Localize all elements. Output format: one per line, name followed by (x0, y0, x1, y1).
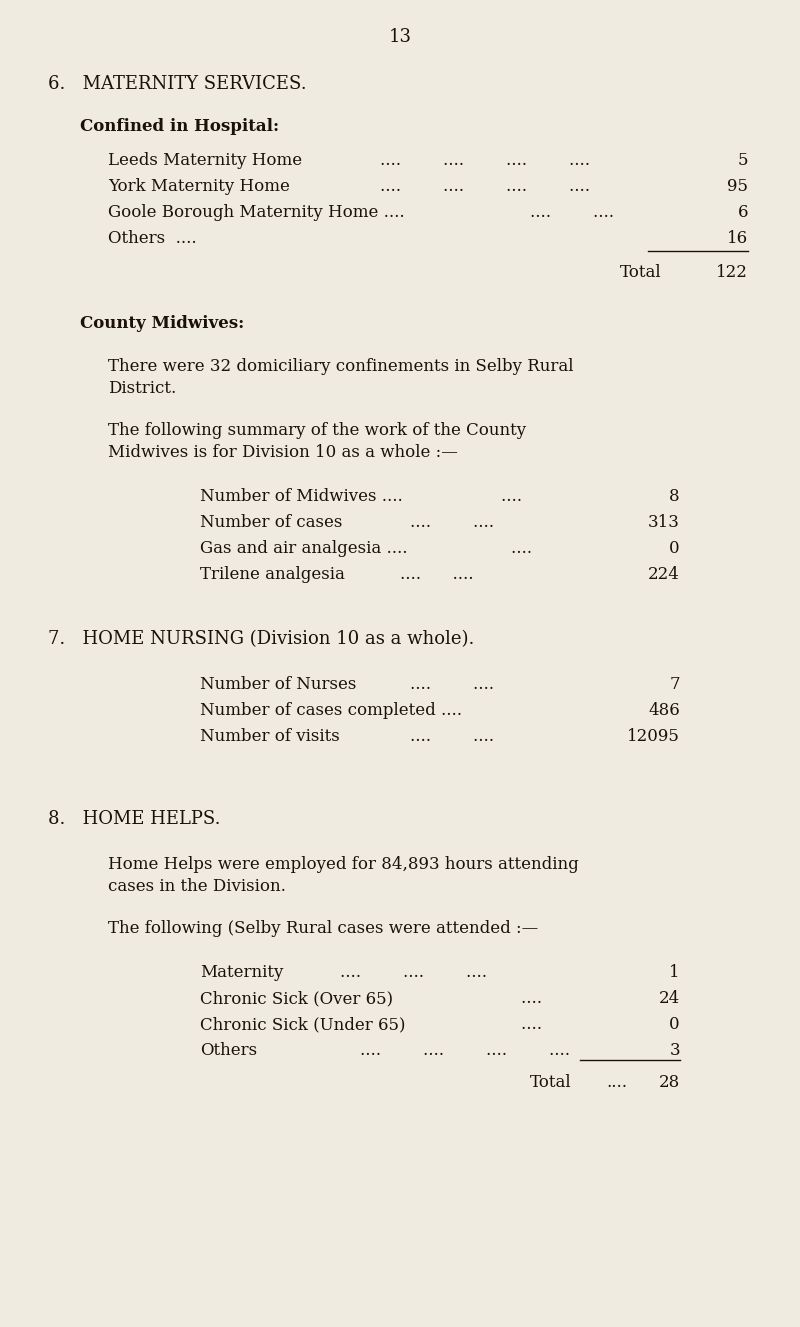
Text: The following summary of the work of the County: The following summary of the work of the… (108, 422, 526, 439)
Text: Gas and air analgesia ....: Gas and air analgesia .... (200, 540, 407, 557)
Text: cases in the Division.: cases in the Division. (108, 878, 286, 894)
Text: District.: District. (108, 380, 176, 397)
Text: The following (Selby Rural cases were attended :—: The following (Selby Rural cases were at… (108, 920, 538, 937)
Text: Midwives is for Division 10 as a whole :—: Midwives is for Division 10 as a whole :… (108, 445, 458, 460)
Text: 6: 6 (738, 204, 748, 222)
Text: 6.   MATERNITY SERVICES.: 6. MATERNITY SERVICES. (48, 76, 306, 93)
Text: 8.   HOME HELPS.: 8. HOME HELPS. (48, 809, 221, 828)
Text: ....        ....: .... .... (410, 675, 494, 693)
Text: 486: 486 (648, 702, 680, 719)
Text: 224: 224 (648, 567, 680, 583)
Text: 13: 13 (389, 28, 411, 46)
Text: Number of Nurses: Number of Nurses (200, 675, 356, 693)
Text: 24: 24 (658, 990, 680, 1007)
Text: 3: 3 (670, 1042, 680, 1059)
Text: ....      ....: .... .... (400, 567, 474, 583)
Text: ....: .... (480, 488, 522, 506)
Text: 313: 313 (648, 514, 680, 531)
Text: ....        ....        ....: .... .... .... (340, 963, 487, 981)
Text: ....        ....        ....        ....: .... .... .... .... (380, 153, 590, 169)
Text: Number of cases completed ....: Number of cases completed .... (200, 702, 462, 719)
Text: 0: 0 (670, 1016, 680, 1032)
Text: 7.   HOME NURSING (Division 10 as a whole).: 7. HOME NURSING (Division 10 as a whole)… (48, 630, 474, 648)
Text: Number of cases: Number of cases (200, 514, 342, 531)
Text: Home Helps were employed for 84,893 hours attending: Home Helps were employed for 84,893 hour… (108, 856, 578, 873)
Text: Others  ....: Others .... (108, 230, 197, 247)
Text: 7: 7 (670, 675, 680, 693)
Text: 28: 28 (658, 1074, 680, 1091)
Text: 0: 0 (670, 540, 680, 557)
Text: County Midwives:: County Midwives: (80, 314, 244, 332)
Text: 122: 122 (716, 264, 748, 281)
Text: Maternity: Maternity (200, 963, 283, 981)
Text: ....        ....: .... .... (410, 514, 494, 531)
Text: ....: .... (490, 540, 532, 557)
Text: 16: 16 (727, 230, 748, 247)
Text: Chronic Sick (Over 65): Chronic Sick (Over 65) (200, 990, 393, 1007)
Text: 95: 95 (727, 178, 748, 195)
Text: Leeds Maternity Home: Leeds Maternity Home (108, 153, 302, 169)
Text: Trilene analgesia: Trilene analgesia (200, 567, 345, 583)
Text: York Maternity Home: York Maternity Home (108, 178, 290, 195)
Text: Chronic Sick (Under 65): Chronic Sick (Under 65) (200, 1016, 406, 1032)
Text: ....        ....: .... .... (530, 204, 614, 222)
Text: ....: .... (606, 1074, 627, 1091)
Text: There were 32 domiciliary confinements in Selby Rural: There were 32 domiciliary confinements i… (108, 358, 574, 376)
Text: Confined in Hospital:: Confined in Hospital: (80, 118, 279, 135)
Text: Total: Total (620, 264, 662, 281)
Text: ....: .... (500, 1016, 542, 1032)
Text: 5: 5 (738, 153, 748, 169)
Text: ....: .... (500, 990, 542, 1007)
Text: Number of Midwives ....: Number of Midwives .... (200, 488, 402, 506)
Text: 1: 1 (670, 963, 680, 981)
Text: 12095: 12095 (627, 729, 680, 744)
Text: Total: Total (530, 1074, 572, 1091)
Text: ....        ....        ....        ....: .... .... .... .... (360, 1042, 570, 1059)
Text: 8: 8 (670, 488, 680, 506)
Text: Goole Borough Maternity Home ....: Goole Borough Maternity Home .... (108, 204, 405, 222)
Text: ....        ....: .... .... (410, 729, 494, 744)
Text: Number of visits: Number of visits (200, 729, 340, 744)
Text: ....        ....        ....        ....: .... .... .... .... (380, 178, 590, 195)
Text: Others: Others (200, 1042, 257, 1059)
